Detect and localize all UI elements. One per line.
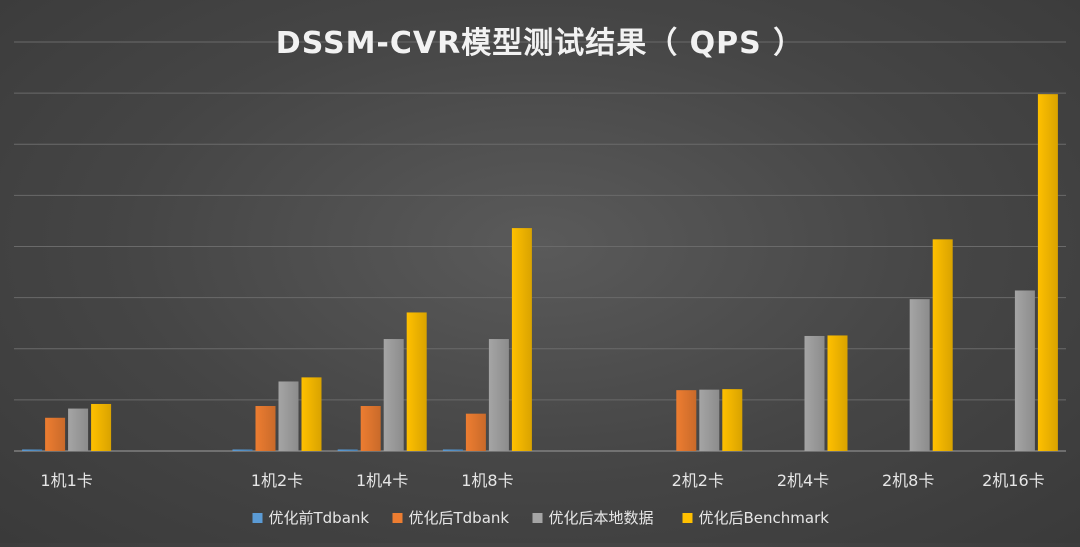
legend-label: 优化后Benchmark xyxy=(699,509,830,527)
bar xyxy=(1037,94,1058,452)
x-tick-label: 1机1卡 xyxy=(40,471,92,490)
bar xyxy=(804,335,825,451)
bar xyxy=(932,239,953,451)
bar xyxy=(278,381,299,451)
bar xyxy=(909,299,930,451)
x-tick-label: 1机2卡 xyxy=(251,471,303,490)
legend-swatch xyxy=(682,513,693,523)
bar xyxy=(699,389,720,451)
bar xyxy=(1014,290,1035,451)
x-tick-label: 2机16卡 xyxy=(982,471,1045,490)
bar xyxy=(68,408,89,451)
bar xyxy=(360,406,381,451)
legend-label: 优化后Tdbank xyxy=(409,509,510,527)
bar xyxy=(827,335,848,451)
legend-swatch xyxy=(252,513,263,523)
x-tick-label: 2机8卡 xyxy=(882,471,934,490)
chart-title: DSSM-CVR模型测试结果（ QPS ） xyxy=(275,26,805,61)
bar xyxy=(383,339,404,451)
bar xyxy=(301,377,322,451)
bar xyxy=(91,403,112,451)
bar xyxy=(465,413,486,451)
x-tick-label: 2机4卡 xyxy=(777,471,829,490)
legend-swatch xyxy=(532,513,543,523)
x-tick-label: 2机2卡 xyxy=(672,471,724,490)
bar xyxy=(488,339,509,451)
bar xyxy=(676,390,697,451)
x-tick-label: 1机8卡 xyxy=(461,471,513,490)
legend-swatch xyxy=(392,513,403,523)
bar xyxy=(722,389,743,451)
bar xyxy=(232,449,253,451)
legend-label: 优化后本地数据 xyxy=(549,509,654,527)
x-tick-label: 1机4卡 xyxy=(356,471,408,490)
bar xyxy=(442,449,463,451)
bar xyxy=(255,406,276,451)
legend-label: 优化前Tdbank xyxy=(269,509,370,527)
bar xyxy=(337,449,358,451)
bar xyxy=(45,417,66,451)
bar xyxy=(511,228,532,451)
bar xyxy=(406,312,427,451)
bar xyxy=(22,449,43,451)
